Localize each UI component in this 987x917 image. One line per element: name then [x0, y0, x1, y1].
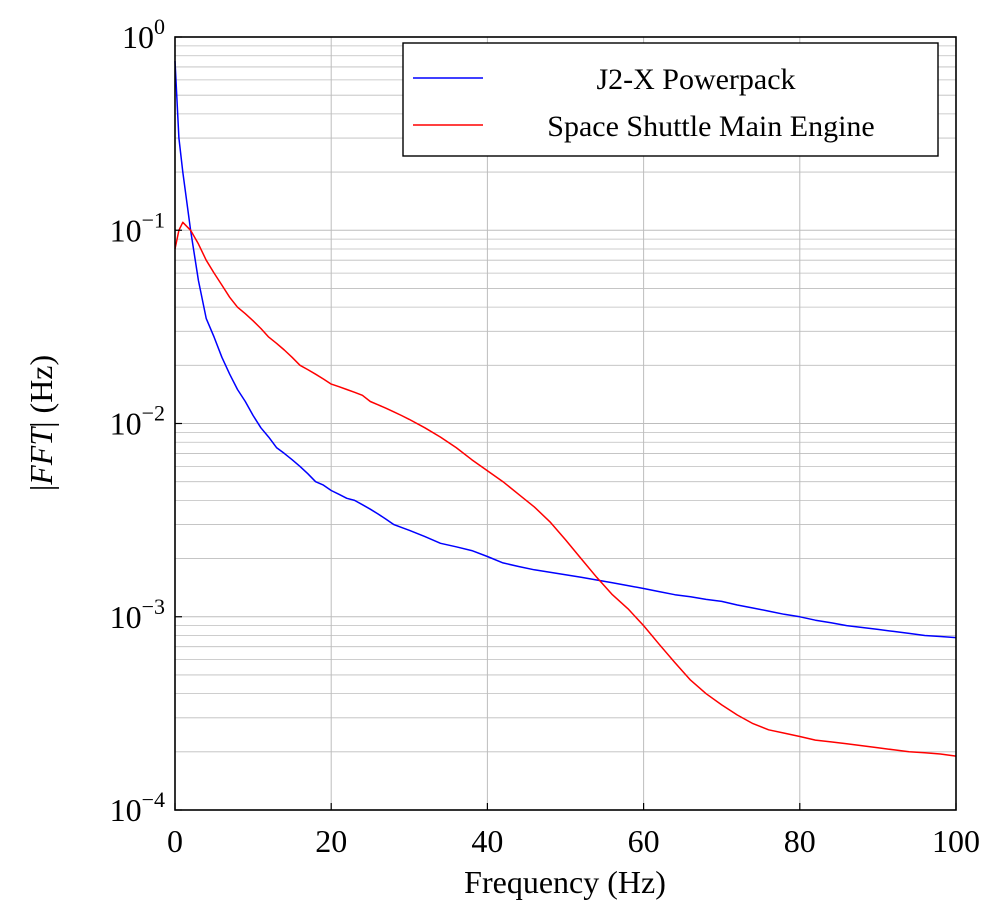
y-axis-label-open: | [23, 485, 59, 491]
y-tick-label: 10−3 [110, 594, 165, 635]
y-axis-label: |FFT| (Hz) [23, 355, 59, 491]
y-axis-ticks: 100 10−1 10−2 10−3 10−4 [110, 14, 182, 828]
legend-box [402, 42, 939, 157]
series-layer [174, 61, 957, 757]
x-tick-label: 40 [471, 823, 503, 859]
series-line-ssme [174, 221, 957, 757]
y-tick-label: 100 [122, 14, 165, 55]
y-axis-label-math: FFT [23, 426, 59, 486]
series-line-j2x-powerpack [174, 61, 957, 639]
x-tick-label: 60 [628, 823, 660, 859]
legend-label-ssme: Space Shuttle Main Engine [547, 110, 874, 143]
x-tick-label: 100 [932, 823, 980, 859]
legend: J2-X Powerpack Space Shuttle Main Engine [402, 42, 939, 157]
legend-label-j2x: J2-X Powerpack [596, 63, 795, 96]
x-axis-ticks: 0 20 40 60 80 100 [167, 803, 980, 859]
y-axis-label-rest: | (Hz) [23, 355, 59, 428]
y-tick-label: 10−4 [110, 787, 165, 828]
y-tick-label: 10−1 [110, 207, 165, 248]
x-tick-label: 20 [315, 823, 347, 859]
y-tick-label: 10−2 [110, 401, 165, 442]
x-axis-label: Frequency (Hz) [464, 864, 666, 900]
x-tick-label: 0 [167, 823, 183, 859]
x-tick-label: 80 [784, 823, 816, 859]
